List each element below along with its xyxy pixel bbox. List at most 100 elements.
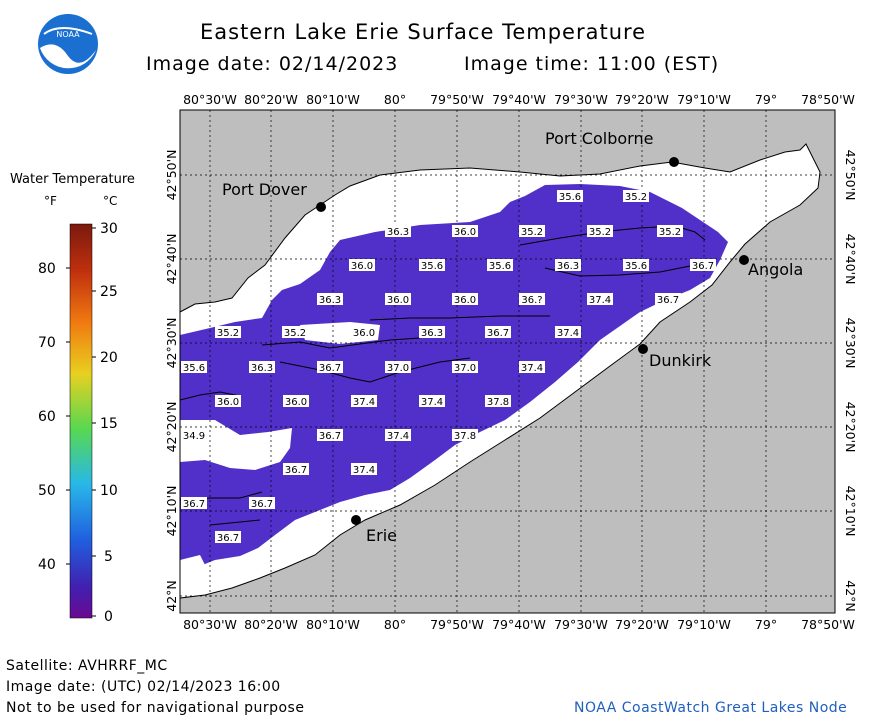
f-tick-label: 70	[38, 335, 56, 351]
temp-value: 36.7	[487, 328, 509, 339]
temp-label: 36.7	[485, 326, 511, 339]
temp-label: 37.4	[519, 361, 545, 374]
ice-patch	[180, 555, 210, 596]
temp-value: 35.2	[589, 227, 611, 238]
temp-label: 36.7	[317, 361, 343, 374]
c-tick-label: 10	[100, 483, 118, 499]
temp-value: 37.4	[353, 465, 375, 476]
lat-labels-right: 42°50'N 42°40'N 42°30'N 42°20'N 42°10'N …	[843, 150, 858, 612]
lon-label: 80°	[384, 92, 406, 107]
legend-f-ticks: 80 70 60 50 40	[38, 261, 70, 573]
temp-value: 36.?	[521, 295, 542, 306]
temp-label: 36.7	[690, 259, 716, 272]
temp-label: 35.6	[557, 190, 583, 203]
temp-label: 36.7	[215, 531, 241, 544]
lon-label: 78°50'W	[801, 617, 855, 632]
lat-label: 42°50'N	[164, 150, 179, 201]
temp-label: 37.4	[351, 463, 377, 476]
temp-value: 37.4	[521, 363, 543, 374]
temp-value: 36.0	[454, 295, 476, 306]
temp-value: 37.8	[487, 397, 509, 408]
temp-value: 36.3	[387, 227, 409, 238]
lat-label: 42°40'N	[164, 234, 179, 285]
c-tick-label: 30	[100, 221, 118, 237]
temp-label: 36.3	[249, 361, 275, 374]
lon-label: 79°30'W	[554, 92, 608, 107]
temp-value: 37.8	[454, 431, 476, 442]
map-title: Eastern Lake Erie Surface Temperature	[200, 20, 647, 44]
noaa-logo: NOAA	[38, 14, 98, 74]
temp-label: 35.2	[623, 190, 649, 203]
temp-label: 35.6	[487, 259, 513, 272]
lon-label: 79°	[755, 617, 777, 632]
lon-label: 79°50'W	[430, 92, 484, 107]
temp-label: 35.6	[419, 259, 445, 272]
temp-label: 37.8	[485, 395, 511, 408]
city-label-port-colborne: Port Colborne	[545, 129, 653, 148]
temp-value: 35.6	[489, 261, 511, 272]
lat-label: 42°30'N	[843, 318, 858, 369]
temp-value: 37.0	[387, 363, 409, 374]
temp-label: 36.0	[385, 293, 411, 306]
f-tick-label: 40	[38, 557, 56, 573]
credit-line: NOAA CoastWatch Great Lakes Node	[574, 700, 848, 716]
temp-label: 37.0	[385, 361, 411, 374]
lat-label: 42°30'N	[164, 318, 179, 369]
f-tick-label: 50	[38, 483, 56, 499]
temp-label: 36.7	[317, 429, 343, 442]
temp-value: 36.0	[353, 328, 375, 339]
temp-label: 36.?	[519, 293, 545, 306]
temp-label: 36.0	[452, 225, 478, 238]
temp-label: 36.7	[655, 293, 681, 306]
lat-label: 42°10'N	[164, 486, 179, 537]
f-tick-label: 60	[38, 409, 56, 425]
city-markers: Port Colborne Port Dover Angola Dunkirk …	[222, 129, 803, 545]
lon-label: 80°30'W	[183, 617, 237, 632]
temp-value: 37.4	[421, 397, 443, 408]
legend-unit-c: °C	[103, 194, 118, 208]
city-dot-erie	[351, 515, 361, 525]
temp-label: 37.0	[452, 361, 478, 374]
c-tick-label: 25	[100, 284, 118, 300]
temp-label: 36.0	[351, 326, 377, 339]
temp-value: 36.3	[319, 295, 341, 306]
temp-value: 35.6	[559, 192, 581, 203]
lon-label: 80°20'W	[244, 617, 298, 632]
temp-label: 35.2	[519, 225, 545, 238]
temp-label: 37.4	[555, 326, 581, 339]
temp-label: 36.3	[419, 326, 445, 339]
lon-label: 80°20'W	[244, 92, 298, 107]
temp-value: 36.7	[319, 363, 341, 374]
water-temperature-region	[180, 184, 728, 570]
temperature-labels: 35.6 35.2 36.3 36.0 35.2 35.2 35.2 36.0 35.6 35.6…	[181, 190, 716, 544]
temp-label: 35.2	[657, 225, 683, 238]
temp-value: 35.6	[183, 363, 205, 374]
temp-value: 35.2	[625, 192, 647, 203]
temp-value: 36.7	[251, 499, 273, 510]
satellite-info: Satellite: AVHRRF_MC	[6, 658, 168, 674]
lon-label: 79°10'W	[677, 617, 731, 632]
temp-label: 36.0	[452, 293, 478, 306]
temp-label: 36.3	[317, 293, 343, 306]
city-dot-dunkirk	[638, 344, 648, 354]
lon-label: 79°40'W	[492, 92, 546, 107]
lon-label: 79°30'W	[554, 617, 608, 632]
temp-label: 35.2	[215, 326, 241, 339]
city-dot-port-colborne	[669, 157, 679, 167]
temp-label: 37.4	[587, 293, 613, 306]
temp-value: 36.0	[387, 295, 409, 306]
lat-label: 42°40'N	[843, 234, 858, 285]
temp-label: 34.9	[181, 429, 207, 442]
temp-value: 36.3	[251, 363, 273, 374]
legend-colorbar: 80 70 60 50 40 30 25 20 15 10 5 0	[38, 221, 118, 625]
temp-value: 36.7	[319, 431, 341, 442]
lon-labels-bottom: 80°30'W 80°20'W 80°10'W 80° 79°50'W 79°4…	[183, 617, 855, 632]
temp-label: 35.6	[181, 361, 207, 374]
image-date: Image date: 02/14/2023	[146, 53, 399, 75]
temp-label: 36.0	[349, 259, 375, 272]
temp-value: 36.0	[454, 227, 476, 238]
lat-label: 42°N	[843, 580, 858, 612]
temp-value: 37.4	[557, 328, 579, 339]
utc-image-date: Image date: (UTC) 02/14/2023 16:00	[6, 679, 281, 695]
temp-label: 36.0	[283, 395, 309, 408]
